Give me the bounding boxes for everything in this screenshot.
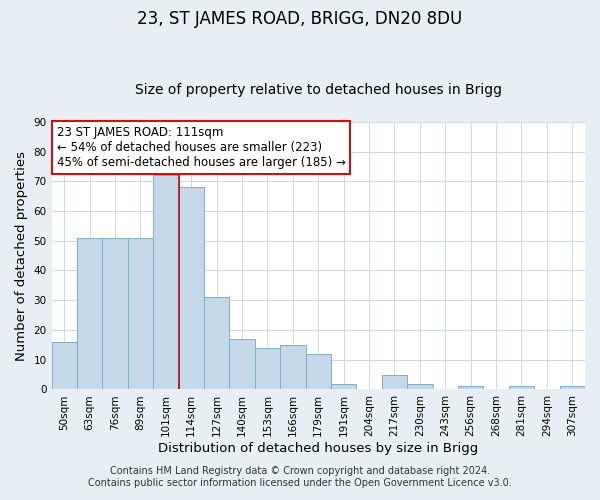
Title: Size of property relative to detached houses in Brigg: Size of property relative to detached ho… [135, 83, 502, 97]
Bar [458, 386, 484, 390]
Bar [128, 238, 153, 390]
Bar [229, 339, 255, 390]
Text: 23 ST JAMES ROAD: 111sqm
← 54% of detached houses are smaller (223)
45% of semi-: 23 ST JAMES ROAD: 111sqm ← 54% of detach… [57, 126, 346, 169]
Bar [509, 386, 534, 390]
Bar [280, 345, 305, 390]
Bar [153, 176, 179, 390]
Bar [204, 298, 229, 390]
Bar [331, 384, 356, 390]
Text: Contains HM Land Registry data © Crown copyright and database right 2024.
Contai: Contains HM Land Registry data © Crown c… [88, 466, 512, 487]
Y-axis label: Number of detached properties: Number of detached properties [15, 150, 28, 360]
Bar [77, 238, 103, 390]
Bar [255, 348, 280, 390]
Bar [179, 187, 204, 390]
Bar [52, 342, 77, 390]
Bar [407, 384, 433, 390]
X-axis label: Distribution of detached houses by size in Brigg: Distribution of detached houses by size … [158, 442, 478, 455]
Bar [103, 238, 128, 390]
Bar [382, 374, 407, 390]
Bar [305, 354, 331, 390]
Text: 23, ST JAMES ROAD, BRIGG, DN20 8DU: 23, ST JAMES ROAD, BRIGG, DN20 8DU [137, 10, 463, 28]
Bar [560, 386, 585, 390]
